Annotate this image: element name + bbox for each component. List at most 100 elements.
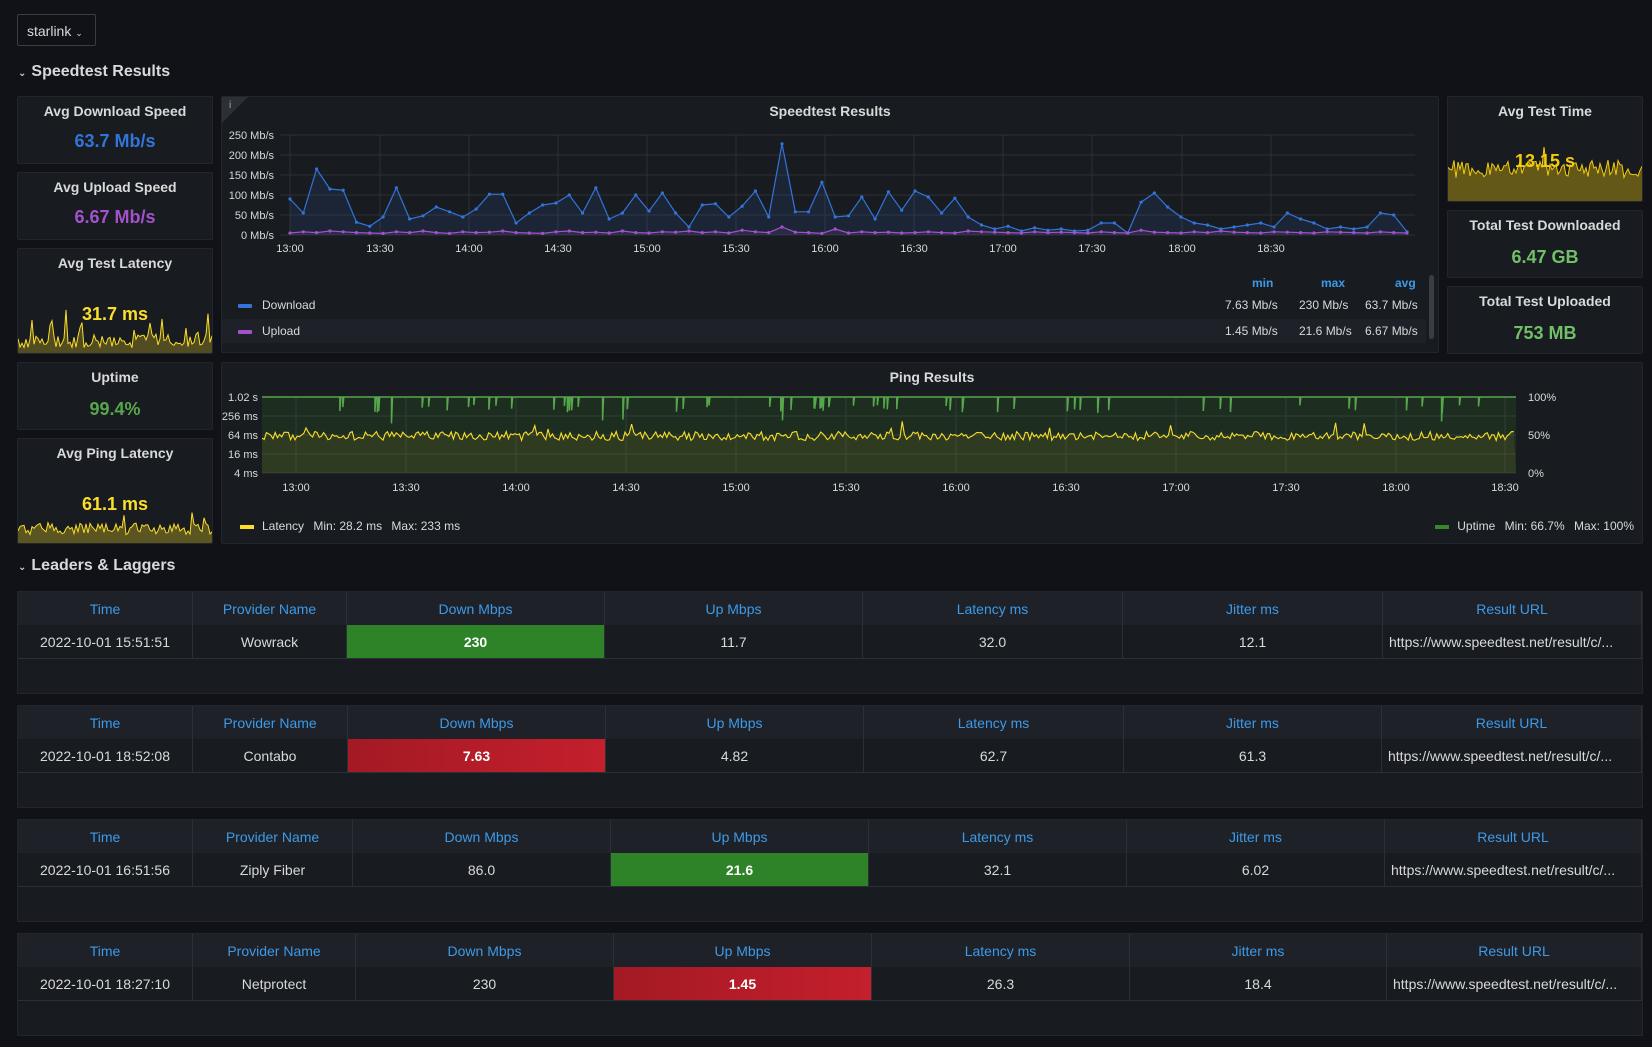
data-point-upload <box>487 230 492 234</box>
x-tick-label: 14:30 <box>612 482 640 494</box>
data-point-download <box>1205 223 1210 227</box>
data-point-upload <box>647 231 651 235</box>
column-header-up-mbps[interactable]: Up Mbps <box>606 706 864 739</box>
result-url-link[interactable]: https://www.speedtest.net/result/c/... <box>1382 739 1642 772</box>
data-point-upload <box>474 231 478 235</box>
table-row[interactable]: 2022-10-01 16:51:56 Ziply Fiber 86.0 21.6 32… <box>18 853 1642 887</box>
y-tick-label: 200 Mb/s <box>229 150 275 162</box>
legend-swatch <box>240 524 254 529</box>
column-header-jitter-ms[interactable]: Jitter ms <box>1124 706 1382 739</box>
column-header-result-url[interactable]: Result URL <box>1385 820 1642 853</box>
data-point-upload <box>408 231 412 235</box>
column-header-jitter-ms[interactable]: Jitter ms <box>1127 820 1385 853</box>
data-point-download <box>328 187 332 191</box>
ping-legend-uptime[interactable]: Uptime Min: 66.7% Max: 100% <box>1435 519 1634 533</box>
column-header-result-url[interactable]: Result URL <box>1383 592 1642 625</box>
table-cell: 61.3 <box>1124 739 1382 772</box>
stat-value: 31.7 ms <box>81 304 149 324</box>
table-row[interactable]: 2022-10-01 18:52:08 Contabo 7.63 4.82 62.7 61… <box>18 739 1642 773</box>
data-point-upload <box>993 230 997 234</box>
column-header-latency-ms[interactable]: Latency ms <box>869 820 1127 853</box>
column-header-provider-name[interactable]: Provider Name <box>193 934 356 967</box>
result-url-link[interactable]: https://www.speedtest.net/result/c/... <box>1387 967 1642 1000</box>
result-url-link[interactable]: https://www.speedtest.net/result/c/... <box>1385 853 1642 886</box>
table-cell: 12.1 <box>1123 625 1383 658</box>
series-area-download <box>290 143 1407 235</box>
column-header-up-mbps[interactable]: Up Mbps <box>614 934 872 967</box>
data-point-upload <box>368 231 372 235</box>
panel-title: Speedtest Results <box>769 103 891 119</box>
data-point-upload <box>354 231 359 235</box>
legend-scrollbar[interactable] <box>1429 275 1434 339</box>
column-header-jitter-ms[interactable]: Jitter ms <box>1130 934 1387 967</box>
variable-selector[interactable]: starlink ⌄ <box>17 14 96 46</box>
table-row[interactable]: 2022-10-01 15:51:51 Wowrack 230 11.7 32.0 12.… <box>18 625 1642 659</box>
data-point-upload <box>1392 231 1396 235</box>
table-row[interactable]: 2022-10-01 18:27:10 Netprotect 230 1.45 26.3… <box>18 967 1642 1001</box>
column-header-latency-ms[interactable]: Latency ms <box>872 934 1130 967</box>
table-cell: 2022-10-01 16:51:56 <box>18 853 193 886</box>
column-header-down-mbps[interactable]: Down Mbps <box>347 592 605 625</box>
column-header-time[interactable]: Time <box>18 592 193 625</box>
stat-avg-ping: Avg Ping Latency 61.1 ms <box>17 438 213 544</box>
legend-max: Max: 100% <box>1573 519 1634 533</box>
data-point-upload <box>1205 231 1210 235</box>
stat-title: Avg Test Time <box>1498 103 1592 119</box>
column-header-latency-ms[interactable]: Latency ms <box>864 706 1124 739</box>
column-header-up-mbps[interactable]: Up Mbps <box>605 592 863 625</box>
data-point-download <box>434 205 438 209</box>
data-point-upload <box>501 229 505 233</box>
data-point-upload <box>1099 230 1103 234</box>
row-header-speedtest[interactable]: ⌄ Speedtest Results <box>18 63 170 81</box>
column-header-provider-name[interactable]: Provider Name <box>193 592 347 625</box>
info-icon[interactable] <box>222 97 248 123</box>
column-header-jitter-ms[interactable]: Jitter ms <box>1123 592 1383 625</box>
column-header-up-mbps[interactable]: Up Mbps <box>611 820 869 853</box>
data-point-download <box>1086 228 1090 232</box>
data-point-download <box>487 192 492 196</box>
y-tick-label: 50 Mb/s <box>235 210 275 222</box>
column-header-time[interactable]: Time <box>18 706 193 739</box>
legend-row-download[interactable]: Download 7.63 Mb/s 230 Mb/s 63.7 Mb/s <box>222 293 1426 317</box>
column-header-result-url[interactable]: Result URL <box>1387 934 1642 967</box>
column-header-latency-ms[interactable]: Latency ms <box>863 592 1123 625</box>
legend-header-min[interactable]: min <box>1252 276 1274 290</box>
column-header-result-url[interactable]: Result URL <box>1382 706 1642 739</box>
data-point-upload <box>1019 231 1023 235</box>
ping-legend-latency[interactable]: Latency Min: 28.2 ms Max: 233 ms <box>240 519 460 533</box>
data-point-upload <box>447 231 452 235</box>
data-point-download <box>807 210 811 214</box>
stat-value: 99.4% <box>89 399 141 419</box>
column-header-provider-name[interactable]: Provider Name <box>193 706 348 739</box>
data-point-upload <box>979 230 984 234</box>
column-header-time[interactable]: Time <box>18 820 193 853</box>
data-point-upload <box>1245 231 1250 235</box>
legend-avg: 63.7 Mb/s <box>1365 298 1418 312</box>
column-header-provider-name[interactable]: Provider Name <box>193 820 353 853</box>
legend-max: 21.6 Mb/s <box>1299 324 1352 338</box>
column-header-down-mbps[interactable]: Down Mbps <box>356 934 614 967</box>
legend-row-upload[interactable]: Upload 1.45 Mb/s 21.6 Mb/s 6.67 Mb/s <box>222 319 1426 343</box>
x-tick-label: 17:30 <box>1272 482 1300 494</box>
y-tick-label: 150 Mb/s <box>229 170 275 182</box>
legend-swatch <box>238 304 252 308</box>
data-point-download <box>700 203 704 207</box>
chevron-down-icon: ⌄ <box>18 68 27 79</box>
data-point-download <box>939 211 944 215</box>
row-header-leaders[interactable]: ⌄ Leaders & Laggers <box>18 557 175 575</box>
data-point-upload <box>767 231 771 235</box>
result-url-link[interactable]: https://www.speedtest.net/result/c/... <box>1383 625 1642 658</box>
legend-header-avg[interactable]: avg <box>1395 276 1416 290</box>
data-point-upload <box>1033 230 1037 234</box>
x-tick-label: 18:00 <box>1382 482 1410 494</box>
legend-header-max[interactable]: max <box>1321 276 1346 290</box>
latency-line <box>261 421 1514 443</box>
x-tick-label: 13:00 <box>282 482 310 494</box>
x-tick-label: 16:00 <box>942 482 970 494</box>
column-header-down-mbps[interactable]: Down Mbps <box>353 820 611 853</box>
data-point-download <box>1259 221 1263 225</box>
table-cell: 230 <box>347 625 605 658</box>
stat-value: 61.1 ms <box>81 494 149 514</box>
column-header-time[interactable]: Time <box>18 934 193 967</box>
column-header-down-mbps[interactable]: Down Mbps <box>348 706 606 739</box>
